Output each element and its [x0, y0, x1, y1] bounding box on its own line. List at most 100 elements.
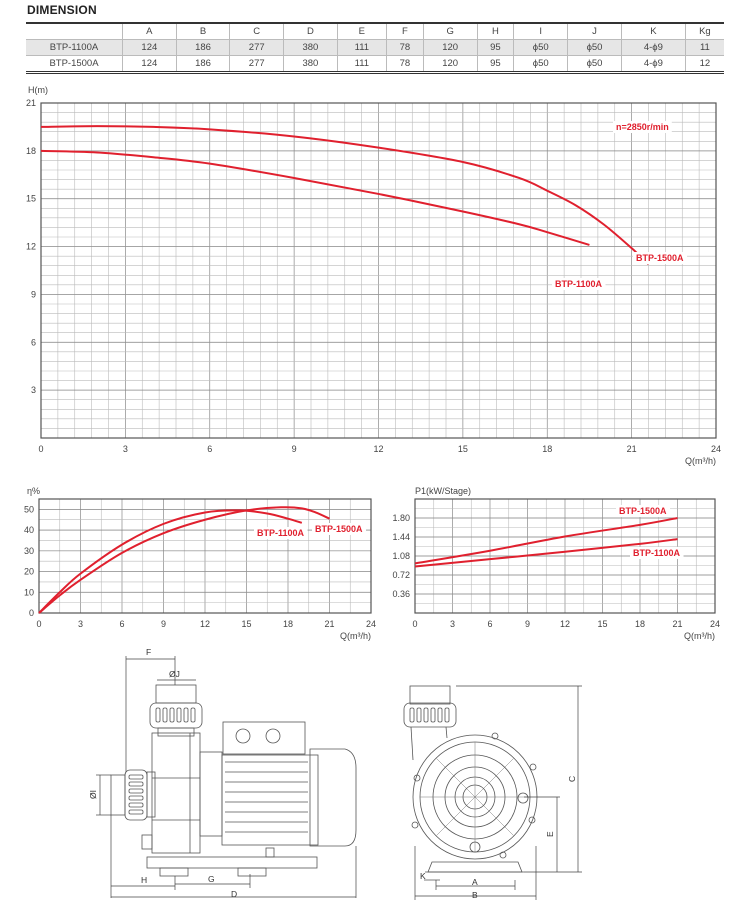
curve-btp-1500a: [40, 125, 650, 265]
x-tick-label: 9: [292, 444, 297, 454]
curve-btp-1500a: [38, 506, 330, 614]
x-tick-label: 6: [487, 619, 492, 629]
table-cell: ϕ50: [513, 39, 568, 56]
table-cell: ϕ50: [513, 55, 568, 73]
y-tick-label: 3: [31, 385, 36, 395]
table-cell: BTP-1100A: [26, 39, 123, 56]
table-row: BTP-1100A 124 186 277 380 111 78 120 95 …: [26, 39, 724, 56]
table-cell: 95: [476, 39, 514, 56]
table-cell: ϕ50: [567, 55, 622, 73]
x-tick-label: 24: [710, 619, 720, 629]
y-axis-title: P1(kW/Stage): [415, 486, 471, 496]
table-cell: 380: [283, 39, 338, 56]
y-tick-label: 30: [24, 546, 34, 556]
x-tick-label: 9: [525, 619, 530, 629]
dimension-table: A B C D E F G H I J K Kg BTP-1100A 124 1…: [26, 22, 724, 74]
x-tick-label: 15: [458, 444, 468, 454]
curve-btp-1100a: [38, 509, 303, 614]
section-title: DIMENSION: [27, 3, 97, 17]
x-tick-label: 6: [119, 619, 124, 629]
y-tick-label: 18: [26, 146, 36, 156]
table-cell: 124: [122, 55, 177, 73]
x-tick-label: 12: [373, 444, 383, 454]
x-tick-label: 3: [123, 444, 128, 454]
efficiency-chart: 0 3 6 9 12 15 18 21 24 0 10 20 30 40 50 Q(m³/h) η%: [24, 486, 376, 641]
curve-btp-1100a: [40, 149, 590, 246]
table-cell: 78: [385, 55, 424, 73]
dim-label-j: ØJ: [169, 669, 180, 679]
table-cell: 277: [229, 55, 284, 73]
table-header: F: [385, 23, 424, 40]
dim-label-c: C: [567, 776, 577, 782]
x-tick-label: 0: [38, 444, 43, 454]
table-header: D: [283, 23, 338, 40]
y-tick-label: 1.44: [392, 532, 410, 542]
y-tick-label: 12: [26, 242, 36, 252]
table-header: B: [175, 23, 230, 40]
dim-label-h: H: [141, 875, 147, 885]
y-tick-label: 21: [26, 98, 36, 108]
table-header: G: [422, 23, 477, 40]
x-tick-label: 21: [672, 619, 682, 629]
y-tick-label: 9: [31, 289, 36, 299]
speed-annotation: n=2850r/min: [616, 122, 669, 132]
table-header: Kg: [684, 23, 724, 40]
table-cell: 11: [684, 39, 724, 56]
dim-label-b: B: [472, 890, 478, 900]
eff-legend-1500: BTP-1500A: [315, 524, 363, 534]
dim-label-e: E: [545, 831, 555, 837]
x-tick-label: 9: [161, 619, 166, 629]
dim-label-k: K: [420, 871, 426, 881]
curve-btp-1100a: [414, 538, 678, 568]
table-cell: BTP-1500A: [49, 58, 99, 69]
y-tick-label: 20: [24, 567, 34, 577]
x-tick-label: 15: [241, 619, 251, 629]
y-axis-title: η%: [27, 486, 40, 496]
x-tick-label: 21: [324, 619, 334, 629]
dim-label-f: F: [146, 647, 151, 657]
x-axis-title: Q(m³/h): [685, 456, 716, 466]
pump-front-view-drawing: C E K A B: [403, 685, 582, 900]
x-tick-label: 0: [36, 619, 41, 629]
dim-label-a: A: [472, 877, 478, 887]
dim-label-g: G: [208, 874, 215, 884]
table-cell: 78: [385, 39, 424, 56]
head-chart: 0 3 6 9 12 15 18 21 24 3 6 9 12 15 18 21 Q(m³/h) H(m): [26, 85, 721, 466]
table-cell: 120: [422, 55, 477, 73]
x-tick-label: 18: [542, 444, 552, 454]
x-axis-title: Q(m³/h): [684, 631, 715, 641]
table-header: I: [513, 23, 568, 40]
table-cell: 186: [175, 39, 230, 56]
pump-side-view-drawing: F ØJ ØI H G D: [88, 647, 357, 899]
table-header: J: [567, 23, 622, 40]
table-cell: 111: [336, 39, 387, 56]
x-axis-title: Q(m³/h): [340, 631, 371, 641]
x-tick-label: 0: [412, 619, 417, 629]
x-tick-label: 21: [627, 444, 637, 454]
eff-legend-1100: BTP-1100A: [257, 528, 305, 538]
head-legend-1500: BTP-1500A: [636, 253, 684, 263]
table-header: [26, 23, 123, 40]
table-cell: ϕ50: [567, 39, 622, 56]
y-tick-label: 6: [31, 337, 36, 347]
y-tick-label: 50: [24, 504, 34, 514]
y-tick-label: 15: [26, 194, 36, 204]
y-tick-label: 0: [29, 608, 34, 618]
table-cell: 4-ϕ9: [620, 55, 686, 73]
table-cell: 380: [283, 55, 338, 73]
y-tick-label: 0.72: [392, 570, 410, 580]
x-tick-label: 18: [283, 619, 293, 629]
table-row: BTP-1500A 124 186 277 380 111 78 120 95 …: [26, 55, 724, 73]
table-cell: 186: [175, 55, 230, 73]
table-header: E: [336, 23, 387, 40]
x-tick-label: 18: [635, 619, 645, 629]
y-tick-label: 40: [24, 525, 34, 535]
x-tick-label: 24: [711, 444, 721, 454]
table-header: A: [122, 23, 177, 40]
table-cell: 4-ϕ9: [620, 39, 686, 56]
table-cell: 111: [336, 55, 387, 73]
x-tick-label: 24: [366, 619, 376, 629]
pow-legend-1100: BTP-1100A: [633, 548, 681, 558]
dim-label-d: D: [231, 889, 237, 899]
table-cell: 120: [422, 39, 477, 56]
